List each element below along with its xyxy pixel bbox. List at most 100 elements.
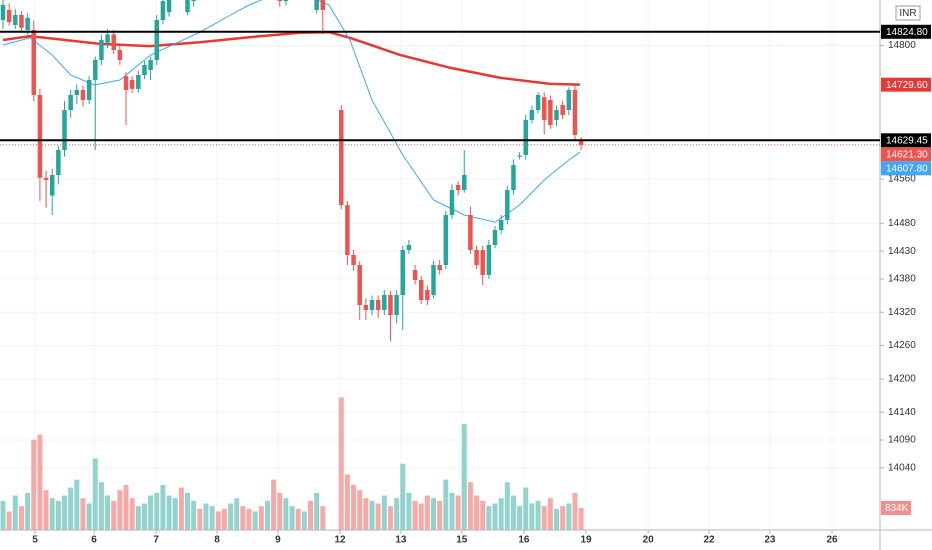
- volume-bar: [363, 498, 369, 530]
- candle-body: [560, 105, 565, 115]
- candle-body: [339, 110, 344, 205]
- candle-body: [431, 265, 436, 295]
- candle-body: [418, 280, 424, 300]
- y-tick-label: 14200: [888, 374, 916, 385]
- volume-bar: [535, 500, 541, 530]
- candle-body: [136, 75, 141, 89]
- candle-body: [185, 0, 190, 13]
- candle-body: [443, 215, 449, 265]
- volume-bar: [566, 503, 572, 530]
- volume-bar: [197, 508, 203, 530]
- candle-body: [351, 255, 356, 265]
- x-tick-label: 6: [91, 535, 97, 546]
- volume-bar: [191, 500, 197, 530]
- currency: INR: [899, 8, 916, 19]
- candle-body: [123, 76, 129, 90]
- volume-bar: [98, 482, 104, 530]
- candle-body: [37, 95, 43, 178]
- x-tick-label: 15: [456, 535, 468, 546]
- volume-bar: [209, 506, 215, 530]
- candle-body: [142, 65, 147, 75]
- candle-body: [425, 290, 430, 300]
- volume-bar: [504, 482, 510, 530]
- volume-bar: [387, 506, 393, 530]
- volume-bar: [129, 498, 135, 530]
- volume-bar: [264, 500, 270, 530]
- candle-body: [578, 140, 584, 145]
- volume-bar: [154, 492, 160, 530]
- volume-bar: [375, 503, 381, 530]
- candle-body: [572, 90, 578, 135]
- volume-bar: [283, 498, 289, 530]
- candle-body: [363, 305, 369, 310]
- candle-body: [111, 34, 116, 50]
- y-tick-label: 14800: [888, 40, 916, 51]
- volume-bar: [92, 458, 98, 530]
- candle-body: [80, 90, 86, 100]
- x-tick-label: 12: [334, 535, 346, 546]
- volume-bar: [80, 498, 86, 530]
- volume-bar: [498, 498, 504, 530]
- candle-body: [517, 155, 522, 157]
- x-tick-label: 22: [703, 535, 715, 546]
- candle-body: [523, 120, 529, 155]
- x-tick-label: 8: [214, 535, 220, 546]
- candle-body: [492, 230, 498, 245]
- candle-body: [154, 20, 160, 60]
- price-tag-label: 14729.60: [886, 80, 928, 91]
- volume-bar: [55, 500, 61, 530]
- volume-bar: [166, 495, 172, 530]
- volume-bar: [308, 500, 314, 530]
- price-tag: [881, 147, 931, 162]
- volume-bar: [215, 511, 221, 530]
- volume-bar: [338, 397, 344, 530]
- volume-bar: [357, 490, 363, 530]
- candle-body: [86, 80, 92, 100]
- volume-bar: [400, 463, 406, 530]
- candle-body: [93, 60, 98, 80]
- volume-tag-label: 834K: [885, 503, 909, 514]
- grid: [0, 0, 880, 530]
- candle-body: [19, 15, 24, 28]
- candle-body: [375, 300, 381, 310]
- volume-bar: [351, 484, 357, 530]
- volume-bar: [418, 503, 424, 530]
- volume-bar: [271, 479, 277, 530]
- volume-bar: [221, 508, 227, 530]
- volume-bar: [25, 492, 31, 530]
- x-tick-label: 16: [518, 535, 530, 546]
- candle-body: [68, 95, 73, 110]
- volume-bar: [424, 495, 430, 530]
- volume-bar: [301, 511, 307, 530]
- price-tag-label: 14621.30: [886, 149, 928, 160]
- candle-body: [474, 250, 479, 265]
- candle-body: [529, 110, 535, 120]
- volume-bar: [289, 506, 295, 530]
- volume-tag: [881, 500, 911, 515]
- candle-body: [554, 110, 559, 120]
- volume-bar: [554, 508, 560, 530]
- y-tick-label: 14260: [888, 340, 916, 351]
- candle-body: [277, 0, 283, 2]
- candle-body: [388, 295, 393, 315]
- volume-bar: [510, 495, 516, 530]
- volume-bar: [18, 506, 24, 530]
- y-tick-label: 14560: [888, 174, 916, 185]
- volume-bar: [37, 434, 43, 530]
- volume-bar: [437, 500, 443, 530]
- volume-bar: [369, 500, 375, 530]
- volume-bar: [572, 492, 578, 530]
- moving-average: [2, 0, 581, 223]
- candle-body: [535, 95, 541, 110]
- volume-bar: [62, 495, 68, 530]
- volume-bar: [240, 506, 246, 530]
- x-tick-label: 9: [275, 535, 281, 546]
- volume-bar: [314, 492, 320, 530]
- volume-bar: [172, 498, 178, 530]
- volume-bar: [86, 503, 92, 530]
- x-tick-label: 20: [643, 535, 655, 546]
- candle-body: [56, 150, 61, 175]
- volume-bar: [148, 495, 154, 530]
- price-tag: [881, 24, 931, 39]
- candle-body: [43, 177, 49, 180]
